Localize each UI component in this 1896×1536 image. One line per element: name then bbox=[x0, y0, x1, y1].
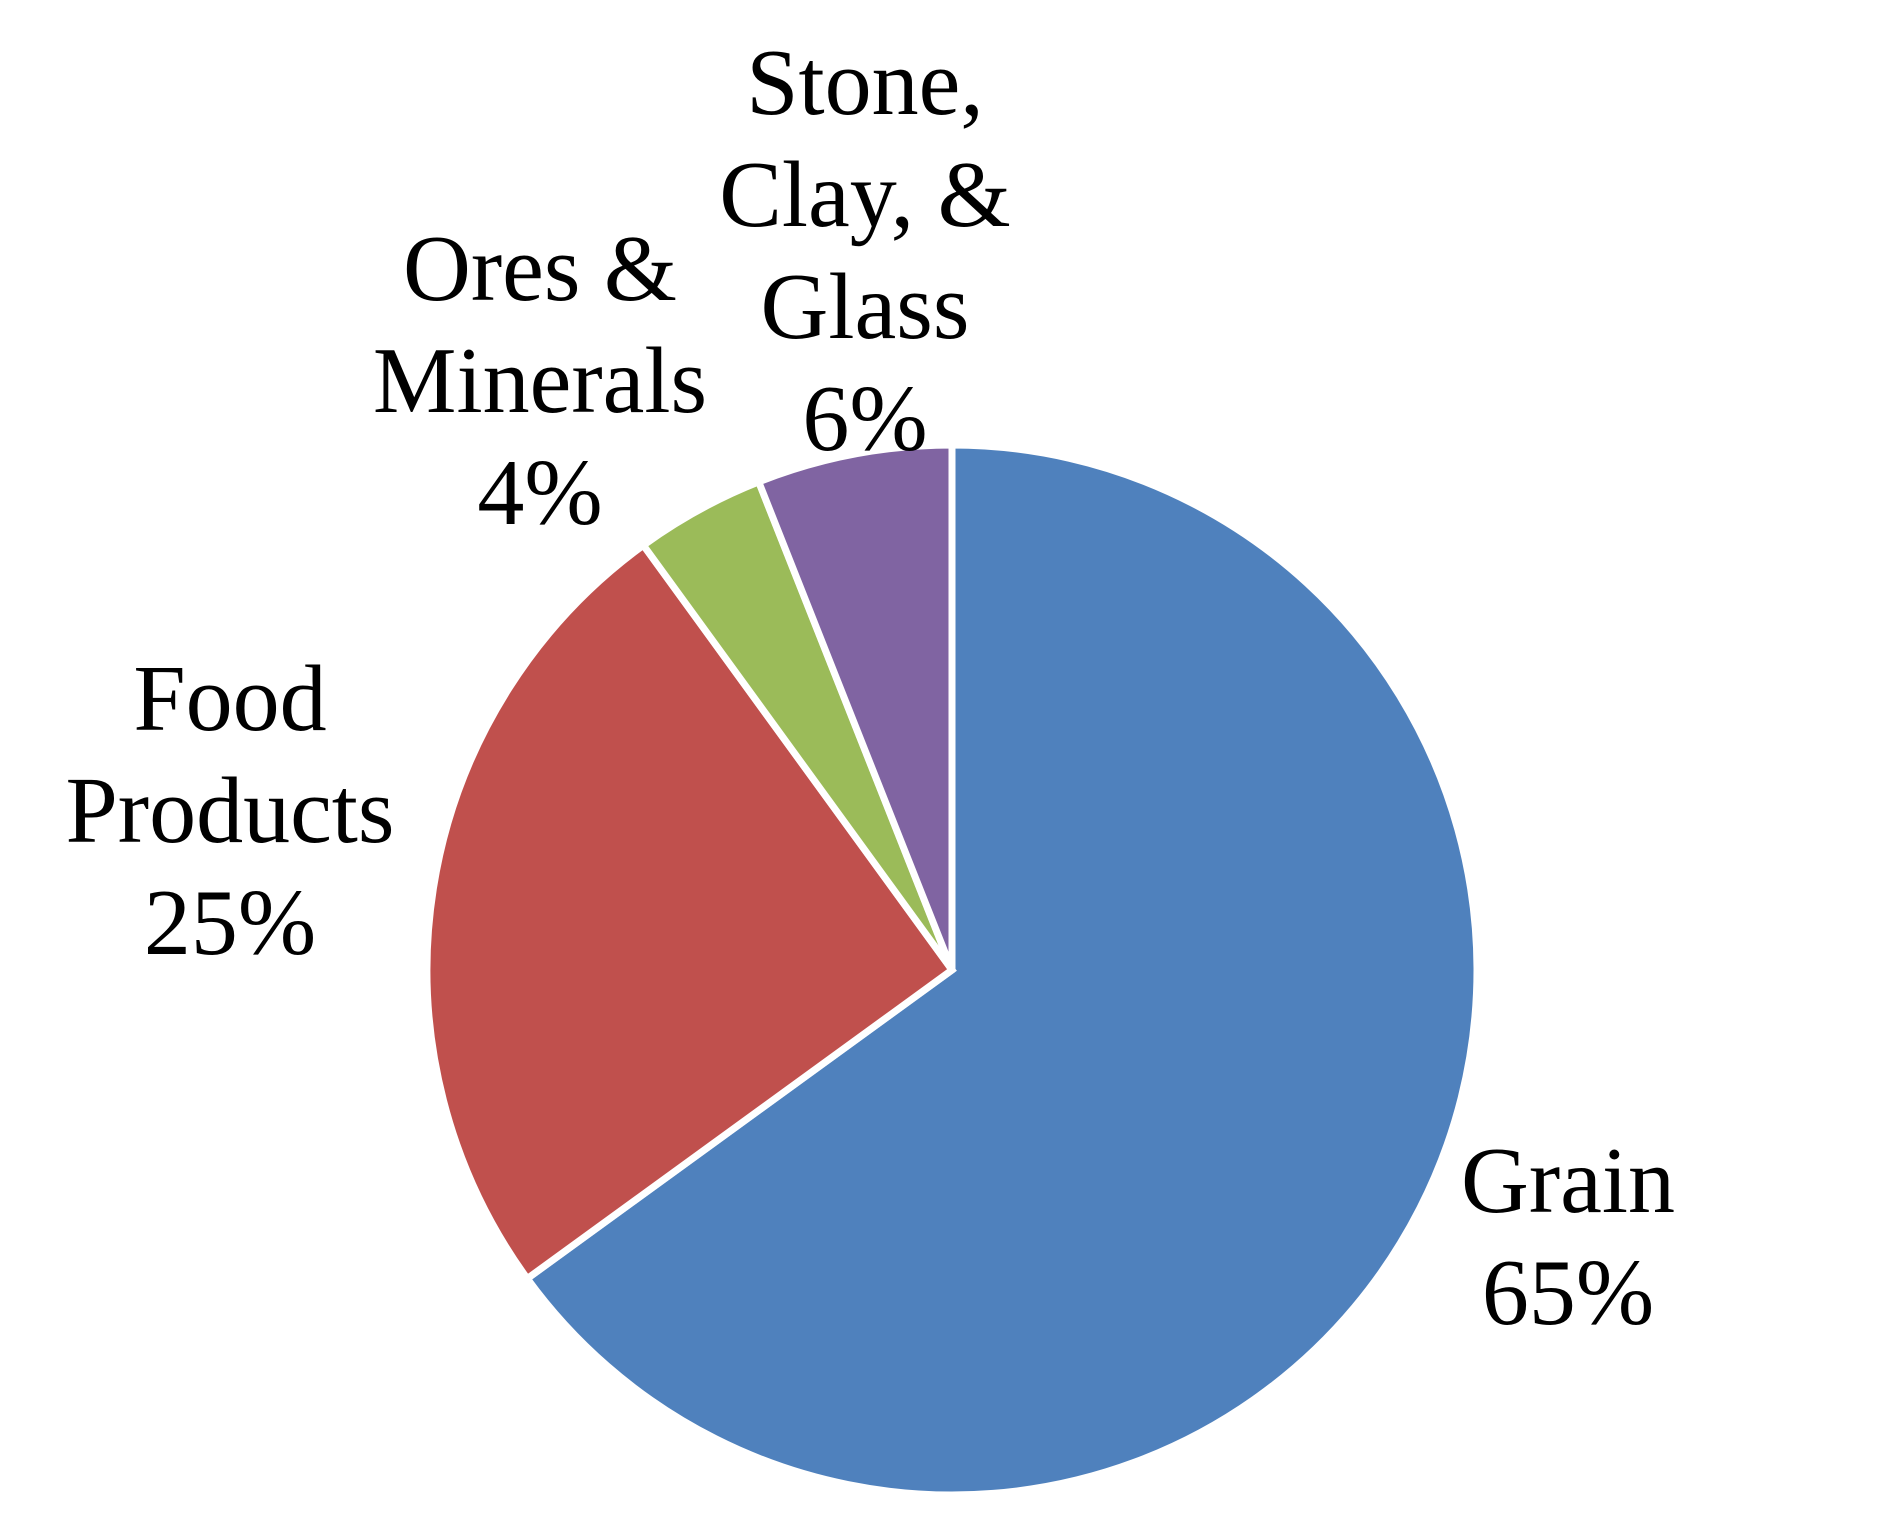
data-label-line: 65% bbox=[1482, 1241, 1654, 1345]
data-label-ores-and-minerals: Ores & Minerals 4% bbox=[373, 217, 707, 545]
pie-slice-food-products bbox=[423, 540, 957, 1284]
data-label-line: Ores & bbox=[403, 217, 677, 321]
data-label-grain: Grain 65% bbox=[1461, 1129, 1675, 1345]
data-label-line: Clay, & bbox=[719, 143, 1011, 247]
pie-slice-stone-clay-and-glass bbox=[754, 441, 956, 972]
data-label-line: Grain bbox=[1461, 1129, 1675, 1233]
data-label-line: Products bbox=[66, 759, 395, 863]
pie-slice-grain bbox=[522, 441, 1481, 1499]
data-label-line: 6% bbox=[802, 367, 927, 471]
data-label-food-products: Food Products 25% bbox=[66, 647, 395, 975]
data-label-line: Food bbox=[133, 647, 326, 751]
slices-layer bbox=[423, 441, 1481, 1499]
data-label-stone-clay-and-glass: Stone, Clay, & Glass 6% bbox=[719, 31, 1011, 471]
data-label-line: Stone, bbox=[746, 31, 984, 135]
data-label-line: 4% bbox=[477, 441, 602, 545]
data-label-line: Glass bbox=[761, 255, 970, 359]
data-label-line: Minerals bbox=[373, 329, 707, 433]
data-label-line: 25% bbox=[144, 871, 316, 975]
labels-layer: Grain 65%Food Products 25%Ores & Minerals 4%S… bbox=[66, 31, 1676, 1345]
